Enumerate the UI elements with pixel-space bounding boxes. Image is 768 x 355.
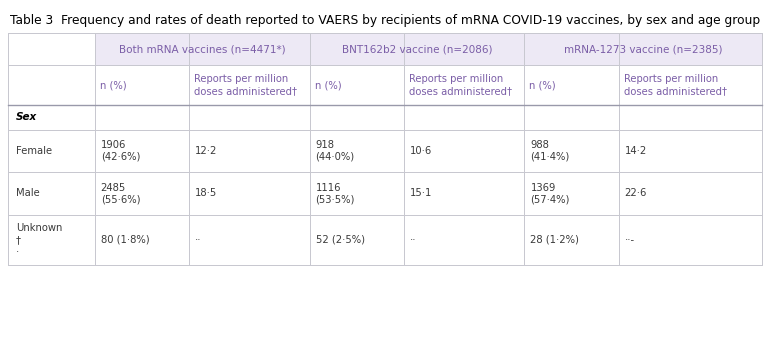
Text: BNT162b2 vaccine (n=2086): BNT162b2 vaccine (n=2086) [342, 44, 492, 54]
Text: 22·6: 22·6 [624, 189, 647, 198]
Text: 1116
(53·5%): 1116 (53·5%) [316, 183, 355, 204]
Bar [189, 33, 310, 65]
Bar [189, 215, 310, 265]
Text: 1906
(42·6%): 1906 (42·6%) [101, 140, 140, 162]
Bar [94, 130, 189, 172]
Bar [619, 65, 762, 105]
Text: Reports per million
doses administered†: Reports per million doses administered† [409, 74, 512, 96]
Bar [189, 130, 310, 172]
Bar [94, 65, 189, 105]
Text: 14·2: 14·2 [624, 146, 647, 156]
Bar [189, 105, 310, 130]
Text: 15·1: 15·1 [410, 189, 432, 198]
Bar [404, 130, 525, 172]
Bar [525, 130, 619, 172]
Text: 918
(44·0%): 918 (44·0%) [316, 140, 355, 162]
Bar [525, 65, 619, 105]
Bar [525, 105, 619, 130]
Bar [8, 130, 94, 172]
Bar [619, 33, 762, 65]
Text: Table 3  Frequency and rates of death reported to VAERS by recipients of mRNA CO: Table 3 Frequency and rates of death rep… [10, 14, 760, 27]
Text: ··-: ··- [624, 235, 635, 245]
Bar [404, 105, 525, 130]
Bar [189, 65, 310, 105]
Bar [619, 65, 762, 105]
Text: n (%): n (%) [315, 80, 341, 90]
Bar [310, 130, 404, 172]
Bar [310, 215, 404, 265]
Text: 10·6: 10·6 [410, 146, 432, 156]
Text: ··: ·· [195, 235, 201, 245]
Text: 18·5: 18·5 [195, 189, 217, 198]
Bar [310, 65, 404, 105]
Bar [94, 215, 189, 265]
Bar [94, 33, 189, 65]
Text: 28 (1·2%): 28 (1·2%) [531, 235, 579, 245]
Bar [404, 215, 525, 265]
Text: 1369
(57·4%): 1369 (57·4%) [531, 183, 570, 204]
Bar [8, 105, 94, 130]
Bar [619, 215, 762, 265]
Bar [310, 65, 404, 105]
Bar [525, 215, 619, 265]
Bar [94, 65, 189, 105]
Bar [8, 172, 94, 215]
Bar [310, 105, 404, 130]
Text: mRNA-1273 vaccine (n=2385): mRNA-1273 vaccine (n=2385) [564, 44, 723, 54]
Text: 2485
(55·6%): 2485 (55·6%) [101, 183, 141, 204]
Text: 80 (1·8%): 80 (1·8%) [101, 235, 149, 245]
Bar [8, 215, 94, 265]
Bar [619, 172, 762, 215]
Bar [619, 105, 762, 130]
Bar [404, 65, 525, 105]
Bar [8, 33, 94, 65]
Bar [94, 105, 189, 130]
Bar [404, 172, 525, 215]
Text: Sex: Sex [16, 113, 38, 122]
Bar [525, 65, 619, 105]
Bar [8, 65, 94, 105]
Bar [525, 33, 619, 65]
Text: 52 (2·5%): 52 (2·5%) [316, 235, 365, 245]
Bar [94, 33, 310, 65]
Text: ··: ·· [410, 235, 416, 245]
Bar [525, 172, 619, 215]
Bar [8, 33, 94, 65]
Text: 12·2: 12·2 [195, 146, 217, 156]
Bar [8, 65, 94, 105]
Bar [404, 33, 525, 65]
Text: Reports per million
doses administered†: Reports per million doses administered† [624, 74, 727, 96]
Text: Unknown
†
·: Unknown † · [16, 223, 62, 257]
Text: n (%): n (%) [100, 80, 126, 90]
Text: Female: Female [16, 146, 52, 156]
Bar [189, 172, 310, 215]
Text: n (%): n (%) [529, 80, 556, 90]
Bar [310, 33, 525, 65]
Bar [310, 33, 404, 65]
Bar [525, 33, 762, 65]
Text: Male: Male [16, 189, 40, 198]
Bar [94, 172, 189, 215]
Text: 988
(41·4%): 988 (41·4%) [531, 140, 570, 162]
Bar [404, 65, 525, 105]
Bar [189, 65, 310, 105]
Text: Reports per million
doses administered†: Reports per million doses administered† [194, 74, 297, 96]
Bar [310, 172, 404, 215]
Bar [619, 130, 762, 172]
Text: Both mRNA vaccines (n=4471*): Both mRNA vaccines (n=4471*) [119, 44, 286, 54]
